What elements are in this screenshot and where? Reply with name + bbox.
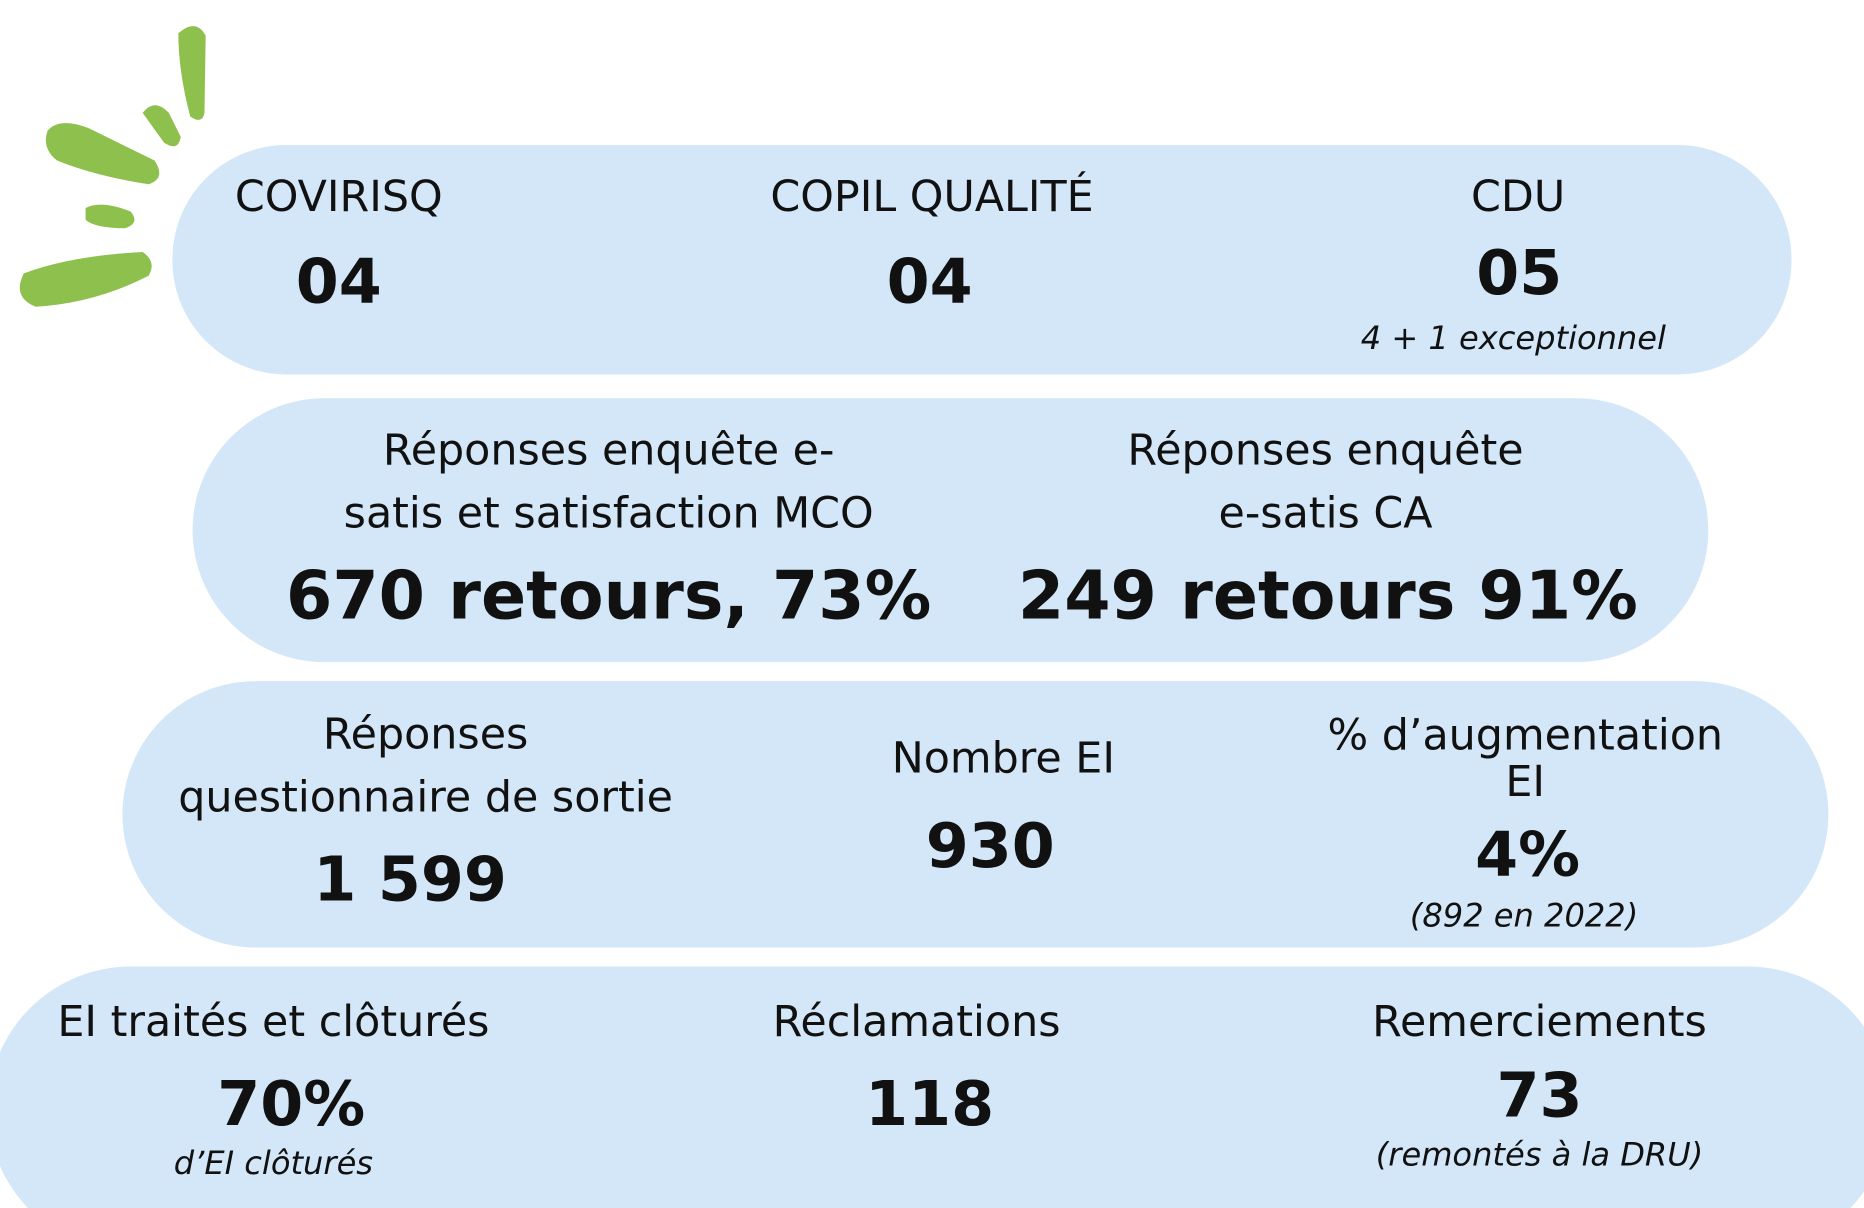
note: (remontés à la DRU) bbox=[1376, 1136, 1703, 1174]
decoration bbox=[19, 26, 206, 307]
value: 04 bbox=[887, 245, 973, 317]
value: 118 bbox=[865, 1068, 994, 1140]
label: Remerciements bbox=[1372, 997, 1707, 1047]
pill bbox=[0, 966, 1864, 1208]
value: 4% bbox=[1475, 818, 1580, 890]
value: 05 bbox=[1476, 237, 1562, 309]
splash bbox=[19, 252, 152, 307]
label: COPIL QUALITÉ bbox=[770, 171, 1093, 222]
value: 70% bbox=[217, 1068, 365, 1140]
note: d’EI clôturés bbox=[174, 1144, 373, 1182]
note: (892 en 2022) bbox=[1410, 897, 1638, 935]
pill bbox=[172, 145, 1792, 375]
label: EI traités et clôturés bbox=[57, 997, 489, 1047]
label: Réponses bbox=[323, 710, 528, 760]
value: 930 bbox=[926, 810, 1055, 882]
content: COVIRISQ 04 COPIL QUALITÉ 04 CDU 05 4 + … bbox=[0, 26, 1864, 1208]
value: 1 599 bbox=[313, 843, 507, 915]
label: satis et satisfaction MCO bbox=[344, 488, 874, 538]
splash bbox=[178, 26, 206, 120]
label: Réponses enquête e- bbox=[383, 425, 835, 475]
pill bbox=[122, 681, 1829, 948]
label: Réclamations bbox=[773, 997, 1061, 1047]
label: COVIRISQ bbox=[235, 172, 443, 222]
value: 73 bbox=[1496, 1060, 1582, 1132]
label: CDU bbox=[1471, 172, 1565, 222]
label: % d’augmentation bbox=[1327, 711, 1723, 761]
splash bbox=[85, 204, 135, 229]
value: 670 retours, 73% bbox=[286, 556, 931, 634]
label: Réponses enquête bbox=[1127, 425, 1523, 475]
label: questionnaire de sortie bbox=[178, 773, 673, 823]
value: 04 bbox=[296, 245, 382, 317]
pill bbox=[192, 398, 1709, 663]
splash bbox=[45, 122, 160, 185]
value: 249 retours 91% bbox=[1018, 556, 1638, 634]
label: e-satis CA bbox=[1219, 488, 1433, 538]
label: Nombre EI bbox=[892, 733, 1115, 783]
note: 4 + 1 exceptionnel bbox=[1361, 319, 1666, 357]
label: EI bbox=[1505, 757, 1545, 807]
splash bbox=[142, 105, 181, 147]
